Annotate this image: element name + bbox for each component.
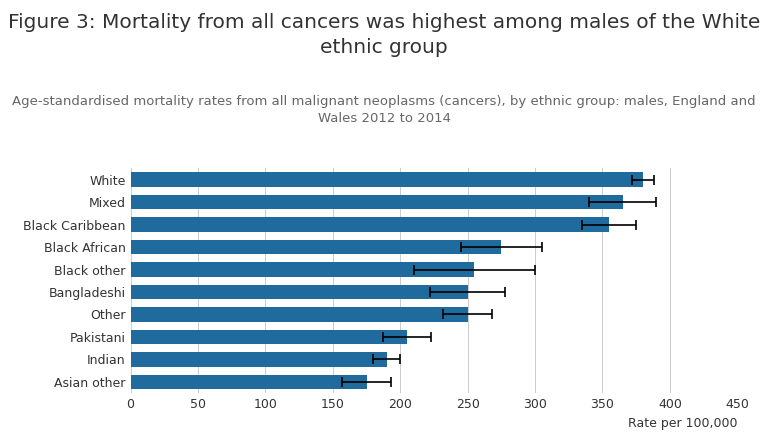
Text: Age-standardised mortality rates from all malignant neoplasms (cancers), by ethn: Age-standardised mortality rates from al… [12,95,756,125]
Bar [131,285,468,299]
Bar [131,240,502,254]
Bar [131,262,475,277]
Bar [131,307,468,322]
Bar [131,352,387,367]
Text: Figure 3: Mortality from all cancers was highest among males of the White
ethnic: Figure 3: Mortality from all cancers was… [8,13,760,57]
Bar [131,217,609,232]
Bar [131,172,643,187]
Bar [131,375,366,389]
Bar [131,195,623,210]
Bar [131,330,407,344]
X-axis label: Rate per 100,000: Rate per 100,000 [627,416,737,429]
